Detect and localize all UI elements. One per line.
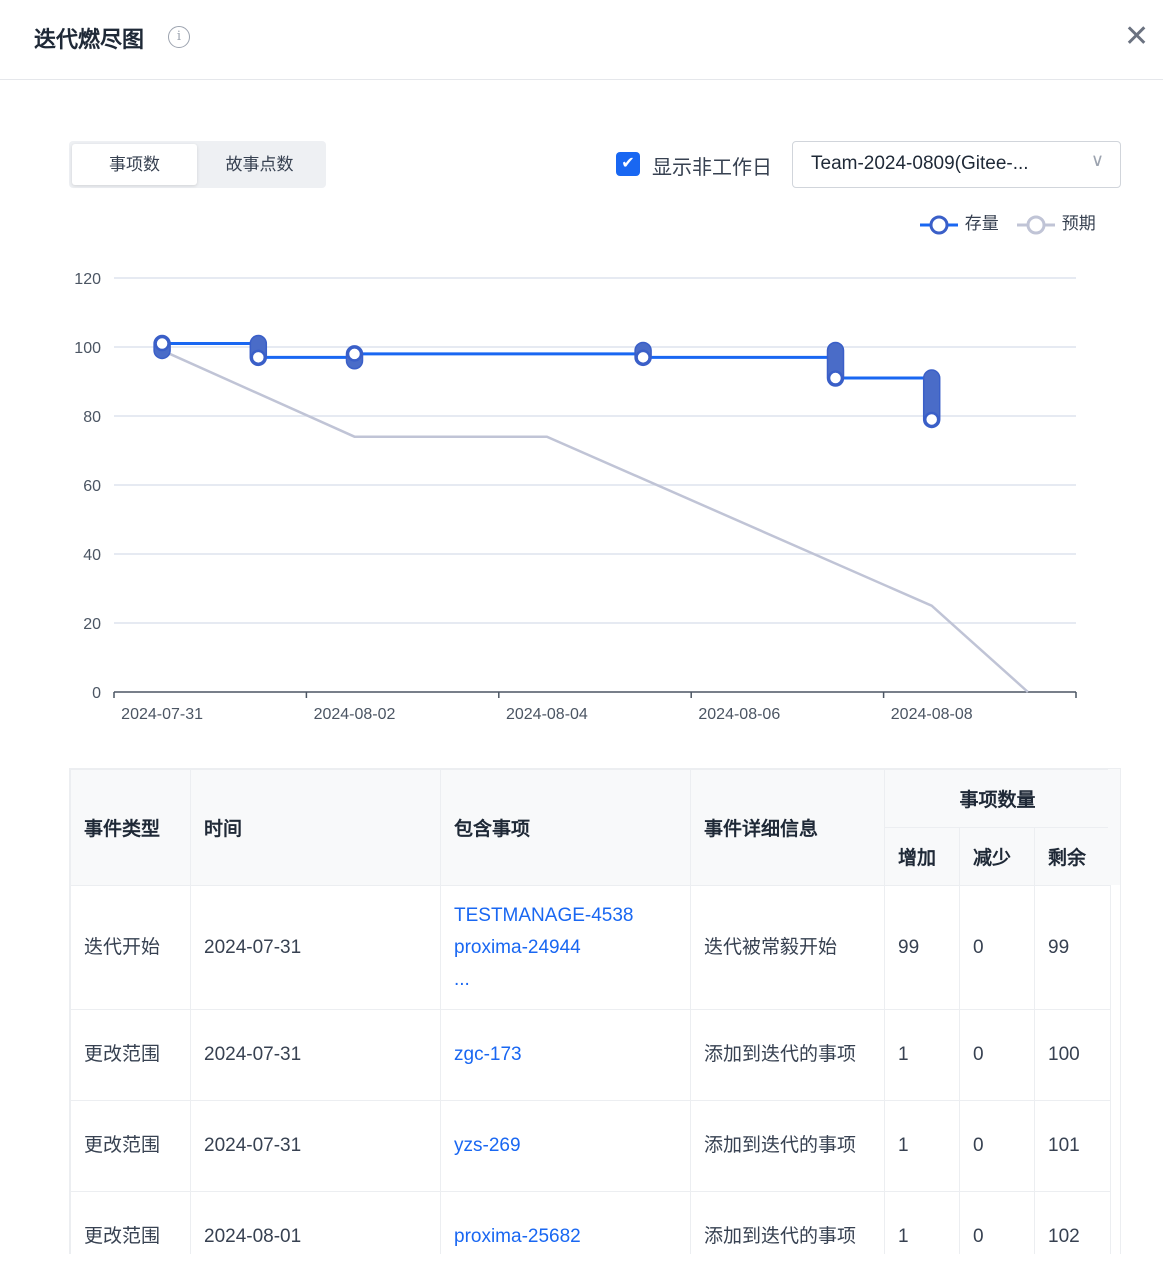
issue-link[interactable]: ... (454, 968, 470, 990)
count-remain: 99 (1033, 885, 1112, 1010)
event-time: 2024-07-31 (190, 885, 441, 1010)
issue-link[interactable]: proxima-24944 (454, 936, 581, 958)
col-time: 时间 (190, 769, 441, 886)
issue-link[interactable]: TESTMANAGE-4538 (454, 904, 634, 926)
x-tick-label: 2024-08-02 (314, 706, 396, 723)
sprint-select[interactable]: Team-2024-0809(Gitee-... ∨ (792, 141, 1121, 188)
legend-ideal-marker (1017, 215, 1055, 235)
col-count: 事项数量 (883, 769, 1112, 828)
count-remove: 0 (959, 885, 1035, 1010)
legend-actual-label: 存量 (964, 214, 999, 233)
col-remain: 剩余 (1033, 827, 1112, 886)
count-add: 99 (884, 885, 960, 1010)
event-detail: 添加到迭代的事项 (690, 1009, 885, 1101)
y-tick-label: 80 (83, 409, 101, 426)
show-nonworking-checkbox[interactable]: ✔ (616, 152, 640, 176)
actual-point (635, 349, 651, 366)
event-items: proxima-25682 (440, 1191, 691, 1254)
count-remove: 0 (959, 1191, 1035, 1254)
y-tick-label: 60 (83, 478, 101, 495)
event-time: 2024-07-31 (190, 1100, 441, 1192)
event-items: zgc-173 (440, 1009, 691, 1101)
event-detail: 添加到迭代的事项 (690, 1100, 885, 1192)
table-row: 更改范围 2024-08-01 proxima-25682 添加到迭代的事项 1 0 102 (70, 1191, 1112, 1254)
y-tick-label: 120 (74, 271, 101, 288)
tab-issue-count[interactable]: 事项数 (72, 144, 197, 185)
event-items: TESTMANAGE-4538 proxima-24944... (440, 885, 691, 1010)
info-icon[interactable]: i (168, 26, 190, 48)
actual-point (250, 349, 267, 366)
count-remain: 102 (1033, 1191, 1112, 1254)
event-detail: 迭代被常毅开始 (690, 885, 885, 1010)
issue-link[interactable]: yzs-269 (454, 1135, 521, 1156)
dialog-header: 迭代燃尽图 i ✕ (0, 0, 1163, 80)
legend-ideal[interactable]: 预期 (1017, 209, 1096, 237)
event-type: 迭代开始 (70, 885, 191, 1010)
dialog-title: 迭代燃尽图 (34, 27, 145, 52)
col-items: 包含事项 (440, 769, 691, 886)
legend-ideal-label: 预期 (1061, 214, 1096, 233)
x-tick-label: 2024-08-04 (506, 706, 588, 723)
events-table: 事件类型 时间 包含事项 事件详细信息 事项数量 增加 减少 剩余 迭代开始 2024-07-… (69, 768, 1121, 1254)
event-time: 2024-08-01 (190, 1191, 441, 1254)
col-remove: 减少 (959, 827, 1035, 886)
event-type: 更改范围 (70, 1191, 191, 1254)
issue-link[interactable]: zgc-173 (454, 1044, 522, 1065)
event-time: 2024-07-31 (190, 1009, 441, 1101)
burndown-chart: 0 20 40 60 80 100 120 2024-07-31 2024-08-02 2024-… (74, 271, 1077, 723)
actual-line (162, 342, 934, 420)
legend-actual[interactable]: 存量 (920, 209, 999, 237)
table-row: 更改范围 2024-07-31 yzs-269 添加到迭代的事项 1 0 101 (70, 1100, 1112, 1192)
event-type: 更改范围 (70, 1100, 191, 1192)
chevron-down-icon: ∨ (1090, 150, 1104, 170)
x-tick-label: 2024-08-08 (891, 706, 973, 723)
metric-toggle: 事项数 故事点数 (69, 141, 326, 188)
col-add: 增加 (884, 827, 960, 886)
y-tick-label: 20 (83, 616, 101, 633)
y-tick-label: 0 (92, 685, 101, 702)
count-remain: 101 (1033, 1100, 1112, 1192)
tab-story-points[interactable]: 故事点数 (225, 155, 294, 174)
count-remove: 0 (959, 1009, 1035, 1101)
count-add: 1 (884, 1191, 960, 1254)
col-detail: 事件详细信息 (690, 769, 885, 886)
show-nonworking-label[interactable]: 显示非工作日 (652, 157, 772, 179)
x-tick-label: 2024-08-06 (698, 706, 780, 723)
count-remove: 0 (959, 1100, 1035, 1192)
table-scrollbar[interactable] (1108, 769, 1120, 885)
issue-link[interactable]: proxima-25682 (454, 1226, 581, 1247)
event-type: 更改范围 (70, 1009, 191, 1101)
actual-point (346, 346, 363, 362)
table-row: 迭代开始 2024-07-31 TESTMANAGE-4538 proxima-249… (70, 885, 1112, 1010)
count-add: 1 (884, 1009, 960, 1101)
y-tick-label: 100 (74, 340, 101, 357)
y-tick-label: 40 (83, 547, 101, 564)
actual-point (827, 370, 844, 386)
actual-point (923, 411, 940, 428)
ideal-line (161, 349, 1029, 693)
close-icon[interactable]: ✕ (1124, 20, 1150, 53)
x-tick-label: 2024-07-31 (121, 706, 203, 723)
legend-actual-marker (920, 215, 958, 235)
table-row: 更改范围 2024-07-31 zgc-173 添加到迭代的事项 1 0 100 (70, 1009, 1112, 1101)
event-items: yzs-269 (440, 1100, 691, 1192)
col-type: 事件类型 (70, 769, 191, 886)
event-detail: 添加到迭代的事项 (690, 1191, 885, 1254)
sprint-select-value: Team-2024-0809(Gitee-... (811, 153, 1029, 174)
count-remain: 100 (1033, 1009, 1112, 1101)
actual-point (154, 335, 170, 352)
count-add: 1 (884, 1100, 960, 1192)
